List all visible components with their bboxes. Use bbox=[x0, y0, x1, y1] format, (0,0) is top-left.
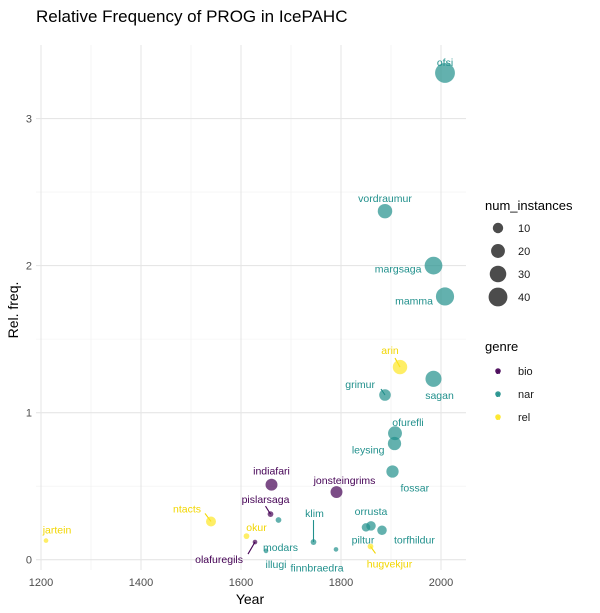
point-label-olafuregils: olafuregils bbox=[195, 554, 243, 566]
x-axis-title: Year bbox=[236, 591, 265, 607]
size-legend-label: 20 bbox=[518, 246, 530, 258]
size-legend-label: 40 bbox=[518, 292, 530, 304]
color-legend-label-nar: nar bbox=[518, 389, 534, 401]
data-point-illugi bbox=[263, 548, 269, 554]
grid bbox=[36, 45, 466, 570]
data-point-modars bbox=[275, 517, 282, 523]
data-point-ntacts bbox=[206, 516, 216, 527]
point-label-mamma: mamma bbox=[395, 295, 433, 307]
data-point-olafuregils bbox=[252, 539, 258, 545]
y-tick-labels: 0 1 2 3 bbox=[26, 114, 32, 567]
size-legend-key bbox=[488, 287, 508, 307]
size-legend-key bbox=[491, 244, 505, 258]
data-point-grimur bbox=[379, 389, 391, 401]
y-tick-label: 1 bbox=[26, 408, 32, 420]
color-legend-glyph-rel: a bbox=[496, 415, 500, 422]
size-legend-label: 10 bbox=[518, 223, 530, 235]
point-label-ntacts: ntacts bbox=[173, 503, 201, 515]
color-legend-label-bio: bio bbox=[518, 366, 533, 378]
point-label-okur: okur bbox=[246, 522, 267, 534]
point-label-grimur: grimur bbox=[345, 379, 375, 391]
point-label-orrusta: orrusta bbox=[355, 506, 388, 518]
data-point-pislarsaga bbox=[267, 511, 274, 517]
size-legend-key bbox=[489, 265, 507, 283]
data-point-okur bbox=[243, 533, 250, 540]
point-label-finnbraedra: finnbraedra bbox=[290, 562, 343, 574]
data-point-jartein bbox=[43, 538, 49, 543]
y-tick-label: 3 bbox=[26, 114, 32, 126]
data-point-finnbraedra bbox=[333, 547, 339, 552]
point-label-modars: modars bbox=[263, 542, 298, 554]
data-point-jonsteingrims bbox=[330, 486, 343, 499]
point-label-vordraumur: vordraumur bbox=[358, 193, 412, 205]
point-label-jonsteingrims: jonsteingrims bbox=[313, 475, 376, 487]
x-tick-label: 1800 bbox=[329, 577, 353, 589]
data-point-arin bbox=[392, 359, 408, 375]
point-label-fossar: fossar bbox=[401, 482, 430, 494]
data-point-margsaga bbox=[424, 256, 443, 275]
data-point-fossar bbox=[386, 465, 399, 478]
chart-title: Relative Frequency of PROG in IcePAHC bbox=[36, 7, 347, 26]
point-labels: ofsi vordraumur margsaga mamma arin grimur sag… bbox=[42, 57, 454, 574]
point-label-ofurefli: ofurefli bbox=[392, 417, 424, 429]
data-point-ofsi bbox=[435, 63, 455, 83]
size-legend: num_instances 10 20 30 40 bbox=[485, 198, 573, 307]
color-legend-glyph-nar: a bbox=[496, 392, 500, 399]
x-tick-label: 1400 bbox=[129, 577, 153, 589]
data-point-mamma bbox=[435, 287, 455, 306]
data-point-indiafari bbox=[265, 478, 278, 491]
data-points bbox=[43, 63, 455, 554]
data-point-ofurefli bbox=[388, 426, 402, 441]
point-label-arin: arin bbox=[381, 345, 399, 357]
y-tick-label: 2 bbox=[26, 261, 32, 273]
data-point-piltur bbox=[361, 523, 371, 532]
data-point-hugvekjur bbox=[367, 543, 374, 550]
point-label-torfhildur: torfhildur bbox=[394, 534, 435, 546]
color-legend-glyph-bio: a bbox=[496, 369, 500, 376]
point-label-hugvekjur: hugvekjur bbox=[367, 558, 413, 570]
color-legend-key-bio bbox=[495, 368, 501, 374]
color-legend-label-rel: rel bbox=[518, 412, 530, 424]
color-legend-key-nar bbox=[495, 391, 501, 397]
point-label-klim: klim bbox=[305, 508, 324, 520]
point-label-pislarsaga: pislarsaga bbox=[242, 494, 290, 506]
data-point-leysing bbox=[387, 436, 402, 451]
x-tick-label: 1200 bbox=[29, 577, 53, 589]
point-label-indiafari: indiafari bbox=[253, 466, 290, 478]
size-legend-title: num_instances bbox=[485, 198, 573, 213]
data-point-klim bbox=[310, 539, 317, 545]
y-tick-label: 0 bbox=[26, 555, 32, 567]
point-label-leysing: leysing bbox=[352, 445, 385, 457]
color-legend-key-rel bbox=[495, 414, 501, 420]
point-label-jartein: jartein bbox=[42, 525, 72, 537]
data-point-vordraumur bbox=[377, 203, 393, 219]
point-label-sagan: sagan bbox=[425, 390, 454, 402]
color-legend-title: genre bbox=[485, 339, 518, 354]
size-legend-label: 30 bbox=[518, 269, 530, 281]
data-point-sagan bbox=[425, 370, 442, 387]
x-tick-label: 2000 bbox=[429, 577, 453, 589]
point-label-ofsi: ofsi bbox=[437, 57, 453, 69]
x-tick-label: 1600 bbox=[229, 577, 253, 589]
point-label-illugi: illugi bbox=[265, 559, 286, 571]
size-legend-key bbox=[492, 222, 504, 234]
color-legend: genre a bio a nar a rel bbox=[485, 339, 534, 424]
y-axis-title: Rel. freq. bbox=[5, 282, 21, 339]
point-label-piltur: piltur bbox=[352, 534, 375, 546]
x-tick-labels: 1200 1400 1600 1800 2000 bbox=[29, 577, 453, 589]
data-point-torfhildur bbox=[377, 525, 387, 536]
point-label-margsaga: margsaga bbox=[375, 264, 422, 276]
